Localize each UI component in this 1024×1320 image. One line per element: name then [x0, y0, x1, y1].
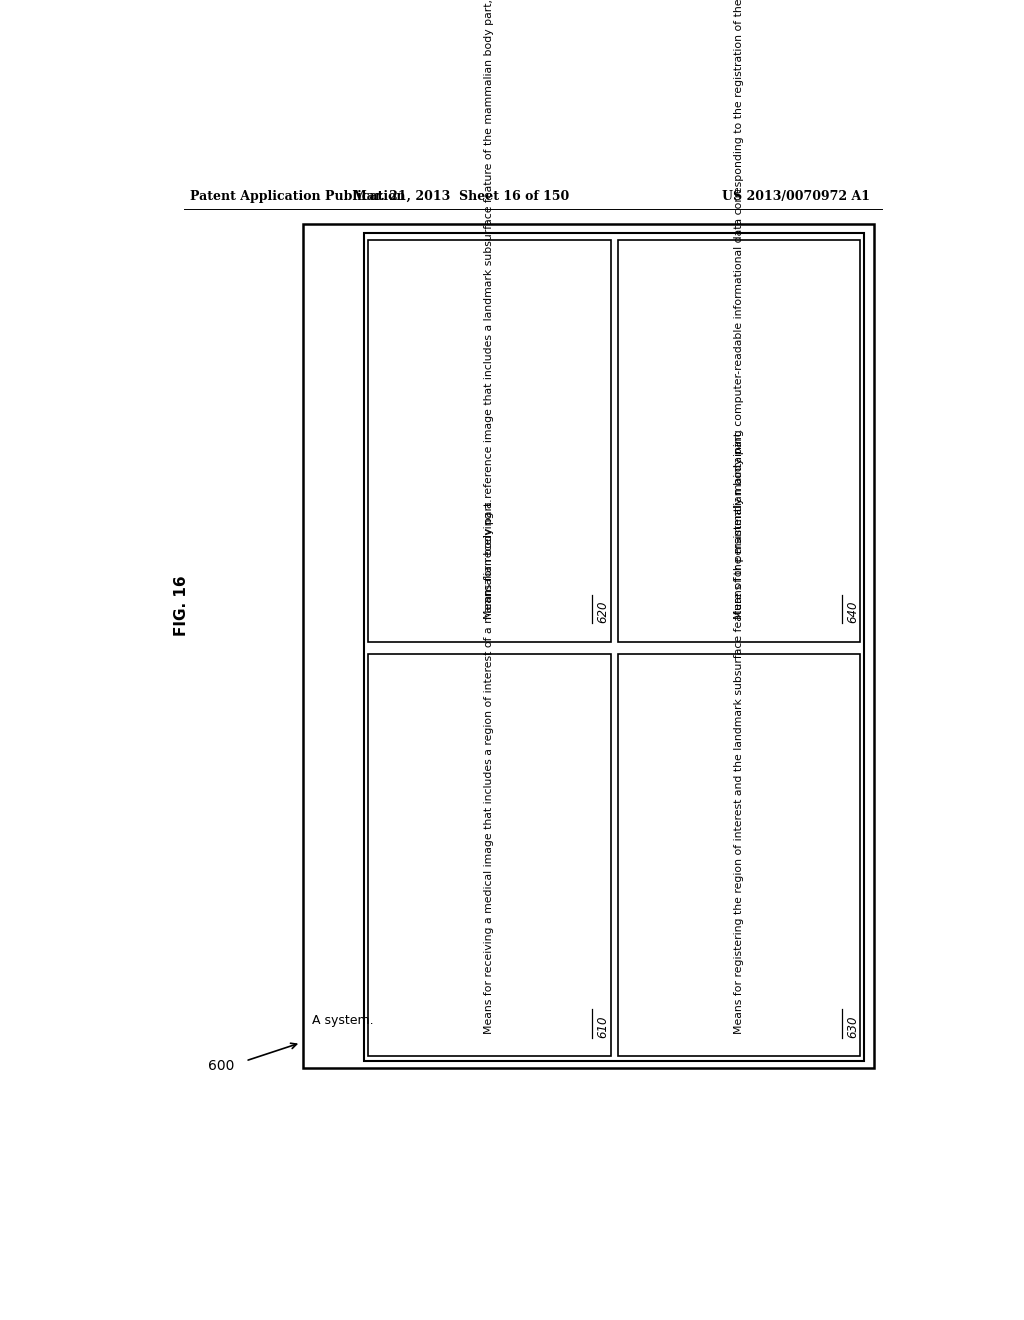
Text: 620: 620 [596, 601, 609, 623]
Text: Means for persistently maintaining computer-readable informational data correspo: Means for persistently maintaining compu… [734, 0, 744, 619]
Text: 610: 610 [596, 1015, 609, 1038]
Text: 640: 640 [846, 601, 859, 623]
Text: Mar. 21, 2013  Sheet 16 of 150: Mar. 21, 2013 Sheet 16 of 150 [353, 190, 569, 202]
Text: A system.: A system. [312, 1015, 374, 1027]
Text: Means for registering the region of interest and the landmark subsurface feature: Means for registering the region of inte… [734, 428, 744, 1034]
Text: 600: 600 [209, 1059, 234, 1073]
FancyBboxPatch shape [618, 240, 860, 642]
FancyBboxPatch shape [369, 653, 610, 1056]
FancyBboxPatch shape [303, 224, 873, 1068]
Text: US 2013/0070972 A1: US 2013/0070972 A1 [722, 190, 870, 202]
Text: 630: 630 [846, 1015, 859, 1038]
Text: Means for receiving a reference image that includes a landmark subsurface featur: Means for receiving a reference image th… [484, 0, 495, 619]
FancyBboxPatch shape [369, 240, 610, 642]
Text: FIG. 16: FIG. 16 [174, 576, 189, 636]
FancyBboxPatch shape [618, 653, 860, 1056]
FancyBboxPatch shape [365, 232, 864, 1061]
Text: Means for receiving a medical image that includes a region of interest of a mamm: Means for receiving a medical image that… [484, 498, 495, 1034]
Text: Patent Application Publication: Patent Application Publication [189, 190, 406, 202]
